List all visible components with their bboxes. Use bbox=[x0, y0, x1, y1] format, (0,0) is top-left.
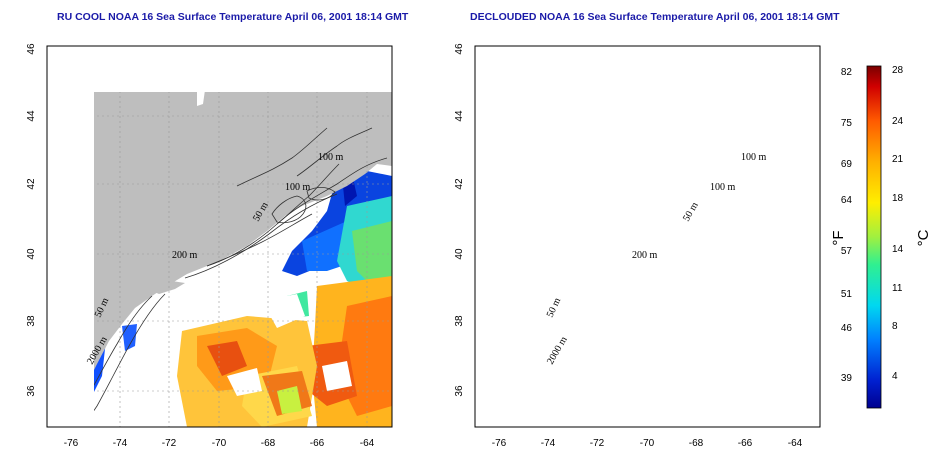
celsius-tick: 14 bbox=[892, 244, 904, 255]
right-lon-axis: -76 -74 -72 -70 -68 -66 -64 bbox=[492, 438, 803, 449]
left-lat-tick: 42 bbox=[26, 178, 37, 190]
fahrenheit-unit-label: °F bbox=[830, 230, 847, 245]
celsius-tick: 11 bbox=[892, 283, 903, 294]
left-lat-tick: 40 bbox=[26, 248, 37, 260]
left-lon-tick: -72 bbox=[162, 438, 177, 449]
colorbar-fahrenheit-scale: 82 75 69 64 57 51 46 39 bbox=[841, 67, 853, 384]
right-lon-tick: -72 bbox=[590, 438, 605, 449]
fahrenheit-tick: 57 bbox=[841, 246, 853, 257]
right-lon-tick: -76 bbox=[492, 438, 507, 449]
right-lon-tick: -68 bbox=[689, 438, 704, 449]
left-lon-tick: -68 bbox=[261, 438, 276, 449]
colorbar: 82 75 69 64 57 51 46 39 28 24 21 18 14 1… bbox=[830, 65, 932, 409]
right-map-panel: 100 m 100 m 50 m 200 m 50 m 2000 m -76 -… bbox=[454, 43, 821, 449]
fahrenheit-tick: 82 bbox=[841, 67, 853, 78]
right-lon-tick: -66 bbox=[738, 438, 753, 449]
left-lon-tick: -66 bbox=[310, 438, 325, 449]
left-lat-axis: 36 38 40 42 44 46 bbox=[26, 43, 37, 397]
left-sst-data bbox=[94, 171, 392, 427]
right-lat-axis: 36 38 40 42 44 46 bbox=[454, 43, 465, 397]
left-contour-100m-a: 100 m bbox=[318, 152, 344, 163]
right-map-title: DECLOUDED NOAA 16 Sea Surface Temperatur… bbox=[470, 11, 840, 23]
fahrenheit-tick: 51 bbox=[841, 289, 853, 300]
right-lon-tick: -70 bbox=[640, 438, 655, 449]
right-lon-tick: -74 bbox=[541, 438, 556, 449]
celsius-tick: 24 bbox=[892, 116, 904, 127]
right-lat-tick: 36 bbox=[454, 385, 465, 397]
fahrenheit-tick: 64 bbox=[841, 195, 853, 206]
right-contour-200m: 200 m bbox=[632, 250, 658, 261]
left-contour-200m: 200 m bbox=[172, 250, 198, 261]
fahrenheit-tick: 39 bbox=[841, 373, 853, 384]
left-lon-tick: -76 bbox=[64, 438, 79, 449]
right-contour-100m-b: 100 m bbox=[710, 182, 736, 193]
left-lat-tick: 46 bbox=[26, 43, 37, 55]
fahrenheit-tick: 46 bbox=[841, 323, 853, 334]
left-map-panel: 100 m 100 m 50 m 200 m 50 m 2000 m -76 -… bbox=[26, 43, 393, 449]
right-lat-tick: 44 bbox=[454, 110, 465, 122]
right-ocean bbox=[475, 46, 820, 427]
right-contour-100m-a: 100 m bbox=[741, 152, 767, 163]
left-map-title: RU COOL NOAA 16 Sea Surface Temperature … bbox=[57, 11, 409, 23]
left-contour-100m-b: 100 m bbox=[285, 182, 311, 193]
right-lat-tick: 40 bbox=[454, 248, 465, 260]
celsius-tick: 8 bbox=[892, 321, 898, 332]
colorbar-gradient bbox=[866, 65, 882, 409]
celsius-tick: 18 bbox=[892, 193, 904, 204]
right-lat-tick: 38 bbox=[454, 315, 465, 327]
fahrenheit-tick: 69 bbox=[841, 159, 853, 170]
right-lat-tick: 42 bbox=[454, 178, 465, 190]
celsius-tick: 4 bbox=[892, 371, 898, 382]
left-lon-tick: -70 bbox=[212, 438, 227, 449]
celsius-unit-label: °C bbox=[915, 229, 932, 246]
left-lon-tick: -64 bbox=[360, 438, 375, 449]
fahrenheit-tick: 75 bbox=[841, 118, 853, 129]
left-lat-tick: 38 bbox=[26, 315, 37, 327]
colorbar-celsius-scale: 28 24 21 18 14 11 8 4 bbox=[892, 65, 904, 382]
celsius-tick: 21 bbox=[892, 154, 904, 165]
left-lon-tick: -74 bbox=[113, 438, 128, 449]
left-lat-tick: 44 bbox=[26, 110, 37, 122]
left-lat-tick: 36 bbox=[26, 385, 37, 397]
celsius-tick: 28 bbox=[892, 65, 904, 76]
right-lat-tick: 46 bbox=[454, 43, 465, 55]
right-lon-tick: -64 bbox=[788, 438, 803, 449]
left-lon-axis: -76 -74 -72 -70 -68 -66 -64 bbox=[64, 438, 375, 449]
